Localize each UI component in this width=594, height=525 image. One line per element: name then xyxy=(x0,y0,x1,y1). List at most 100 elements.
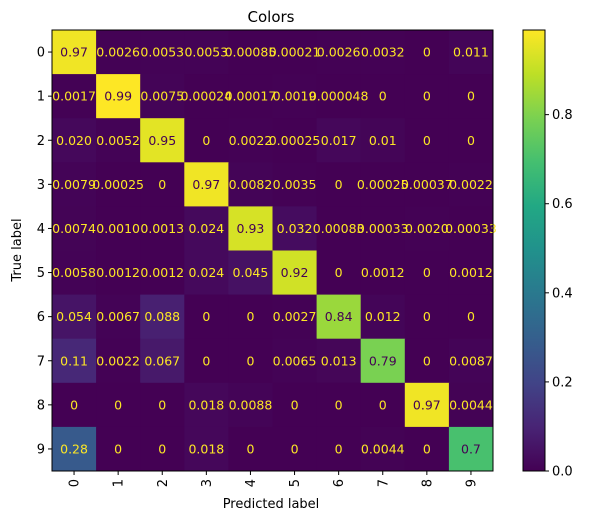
cell-label-7-2: 0.067 xyxy=(144,353,180,368)
cell-label-7-7: 0.79 xyxy=(369,353,397,368)
y-tick-label-5: 5 xyxy=(37,266,45,281)
cell-label-8-6: 0 xyxy=(335,397,343,412)
x-tick-label-8: 8 xyxy=(420,479,435,487)
heatmap-cell-2-0 xyxy=(52,118,97,163)
cell-label-7-0: 0.11 xyxy=(60,353,88,368)
cell-label-0-1: 0.0026 xyxy=(96,45,140,60)
heatmap-cell-4-4 xyxy=(228,206,273,251)
heatmap-cell-1-3 xyxy=(184,74,229,119)
y-tick-label-7: 7 xyxy=(37,354,45,369)
cell-label-2-7: 0.01 xyxy=(369,133,397,148)
chart-title: Colors xyxy=(248,8,295,26)
cell-label-9-9: 0.7 xyxy=(461,441,481,456)
cell-label-4-8: 0.0020 xyxy=(405,221,449,236)
heatmap-cell-5-7 xyxy=(360,250,406,296)
cell-label-0-0: 0.97 xyxy=(60,45,88,60)
cell-label-3-7: 0.00025 xyxy=(357,177,409,192)
cell-label-0-8: 0 xyxy=(423,45,431,60)
cell-label-9-1: 0 xyxy=(114,441,122,456)
y-tick-label-4: 4 xyxy=(37,222,45,237)
cell-label-6-1: 0.0067 xyxy=(96,309,140,324)
heatmap-cell-6-9 xyxy=(448,294,494,340)
x-tick-label-6: 6 xyxy=(332,479,347,487)
cell-label-1-9: 0 xyxy=(467,89,475,104)
cell-label-9-7: 0.0044 xyxy=(361,441,405,456)
colorbar-tick-label-2: 0.4 xyxy=(552,286,573,301)
cell-label-6-7: 0.012 xyxy=(365,309,401,324)
y-axis-label: True label xyxy=(10,218,25,282)
heatmap-cell-5-6 xyxy=(316,250,362,296)
heatmap-cell-8-2 xyxy=(140,382,185,428)
heatmap-cell-4-1 xyxy=(96,206,141,251)
heatmap-cell-2-7 xyxy=(360,118,406,163)
heatmap-cell-5-5 xyxy=(272,250,318,296)
heatmap-cell-6-4 xyxy=(228,294,273,340)
heatmap-frame xyxy=(51,29,494,472)
heatmap-cell-8-5 xyxy=(272,382,318,428)
cell-label-2-3: 0 xyxy=(202,133,210,148)
heatmap-cell-3-5 xyxy=(272,162,318,207)
heatmap-cell-3-2 xyxy=(140,162,185,207)
cell-label-1-7: 0 xyxy=(379,89,387,104)
heatmap-cell-8-3 xyxy=(184,382,229,428)
cell-label-0-6: 0.0026 xyxy=(317,45,361,60)
heatmap-cell-9-5 xyxy=(272,426,318,472)
y-tick-label-2: 2 xyxy=(37,134,45,149)
heatmap-cell-0-7 xyxy=(360,30,406,75)
cell-label-2-6: 0.017 xyxy=(321,133,357,148)
cell-label-3-6: 0 xyxy=(335,177,343,192)
heatmap-cell-0-1 xyxy=(96,30,141,75)
cell-label-9-8: 0 xyxy=(423,441,431,456)
cell-label-5-5: 0.92 xyxy=(281,265,309,280)
cell-label-9-2: 0 xyxy=(158,441,166,456)
cell-label-6-8: 0 xyxy=(423,309,431,324)
heatmap-cell-7-7 xyxy=(360,338,406,384)
cell-label-5-2: 0.0012 xyxy=(140,265,184,280)
y-tick-label-8: 8 xyxy=(37,398,45,413)
cell-label-0-2: 0.0053 xyxy=(140,45,184,60)
cell-label-2-1: 0.0052 xyxy=(96,133,140,148)
heatmap-cell-4-6 xyxy=(316,206,362,251)
cell-label-3-9: 0.0022 xyxy=(449,177,493,192)
heatmap-cell-3-1 xyxy=(96,162,141,207)
y-axis-ticks: 0 1 2 3 4 5 6 7 8 9 xyxy=(37,46,52,457)
cell-label-9-0: 0.28 xyxy=(60,441,88,456)
heatmap-cell-8-9 xyxy=(448,382,494,428)
cell-label-9-6: 0 xyxy=(335,441,343,456)
cell-label-0-5: 0.00021 xyxy=(269,45,321,60)
cell-label-4-9: 0.00033 xyxy=(445,221,497,236)
cell-label-5-3: 0.024 xyxy=(188,265,224,280)
heatmap-cell-1-6 xyxy=(316,74,362,119)
cell-label-8-1: 0 xyxy=(114,397,122,412)
heatmap-cell-7-0 xyxy=(52,338,97,384)
heatmap-cell-4-5 xyxy=(272,206,318,251)
cell-label-1-2: 0.0075 xyxy=(140,89,184,104)
heatmap-cell-5-3 xyxy=(184,250,229,296)
heatmap-cell-0-6 xyxy=(316,30,362,75)
cell-label-0-4: 0.00085 xyxy=(225,45,277,60)
colorbar xyxy=(522,29,546,472)
heatmap-cell-3-8 xyxy=(404,162,450,207)
heatmap-cell-0-3 xyxy=(184,30,229,75)
heatmap-cell-9-4 xyxy=(228,426,273,472)
heatmap-cell-6-7 xyxy=(360,294,406,340)
cell-label-0-9: 0.011 xyxy=(453,45,489,60)
cell-label-4-3: 0.024 xyxy=(188,221,224,236)
heatmap-cell-1-9 xyxy=(448,74,494,119)
heatmap-cell-0-8 xyxy=(404,30,450,75)
cell-label-5-1: 0.0012 xyxy=(96,265,140,280)
y-tick-label-6: 6 xyxy=(37,310,45,325)
x-axis-ticks: 0 1 2 3 4 5 6 7 8 9 xyxy=(68,471,479,487)
x-tick-label-7: 7 xyxy=(376,479,391,487)
cell-label-2-9: 0 xyxy=(467,133,475,148)
cell-label-4-1: 0.0010 xyxy=(96,221,140,236)
cell-label-8-3: 0.018 xyxy=(188,397,224,412)
heatmap-cell-2-8 xyxy=(404,118,450,163)
cell-label-3-3: 0.97 xyxy=(192,177,220,192)
heatmap-cell-6-2 xyxy=(140,294,185,340)
cell-label-4-6: 0.00083 xyxy=(313,221,365,236)
cell-label-8-0: 0 xyxy=(70,397,78,412)
heatmap-cell-4-9 xyxy=(448,206,494,251)
cell-label-2-2: 0.95 xyxy=(148,133,176,148)
cell-label-1-0: 0.0017 xyxy=(52,89,96,104)
